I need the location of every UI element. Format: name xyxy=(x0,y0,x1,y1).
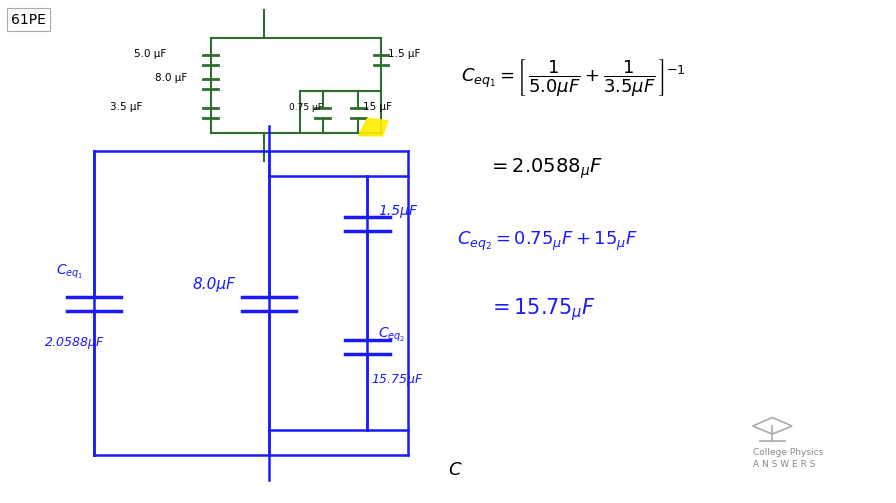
Text: 61PE: 61PE xyxy=(11,13,46,27)
Text: 0.75 μF: 0.75 μF xyxy=(289,103,323,112)
Text: $C_{eq_2} = 0.75_{\mu}F + 15_{\mu}F$: $C_{eq_2} = 0.75_{\mu}F + 15_{\mu}F$ xyxy=(457,230,638,253)
Text: 2.0588μF: 2.0588μF xyxy=(45,336,104,349)
Text: 15.75μF: 15.75μF xyxy=(372,373,423,386)
Text: 8.0 μF: 8.0 μF xyxy=(155,73,187,83)
Text: $C_{eq_1} = \left[\,\dfrac{1}{5.0\mu F} + \dfrac{1}{3.5\mu F}\,\right]^{-1}$: $C_{eq_1} = \left[\,\dfrac{1}{5.0\mu F} … xyxy=(461,57,686,99)
Text: 5.0 μF: 5.0 μF xyxy=(134,49,167,59)
Text: 1.5μF: 1.5μF xyxy=(378,204,418,218)
Text: 8.0μF: 8.0μF xyxy=(193,277,236,292)
Text: College Physics
A N S W E R S: College Physics A N S W E R S xyxy=(753,448,823,469)
Text: 3.5 μF: 3.5 μF xyxy=(110,102,142,112)
Text: 1.5 μF: 1.5 μF xyxy=(388,49,420,59)
Text: $C$: $C$ xyxy=(448,461,462,479)
Text: $C_{eq_1}$: $C_{eq_1}$ xyxy=(56,263,84,281)
Text: $C_{eq_2}$: $C_{eq_2}$ xyxy=(378,325,406,344)
Text: $= 15.75_{\mu}F$: $= 15.75_{\mu}F$ xyxy=(488,296,597,323)
Text: $= 2.0588_{\mu}F$: $= 2.0588_{\mu}F$ xyxy=(488,156,603,181)
Text: 15 μF: 15 μF xyxy=(363,102,392,112)
Polygon shape xyxy=(358,118,388,136)
